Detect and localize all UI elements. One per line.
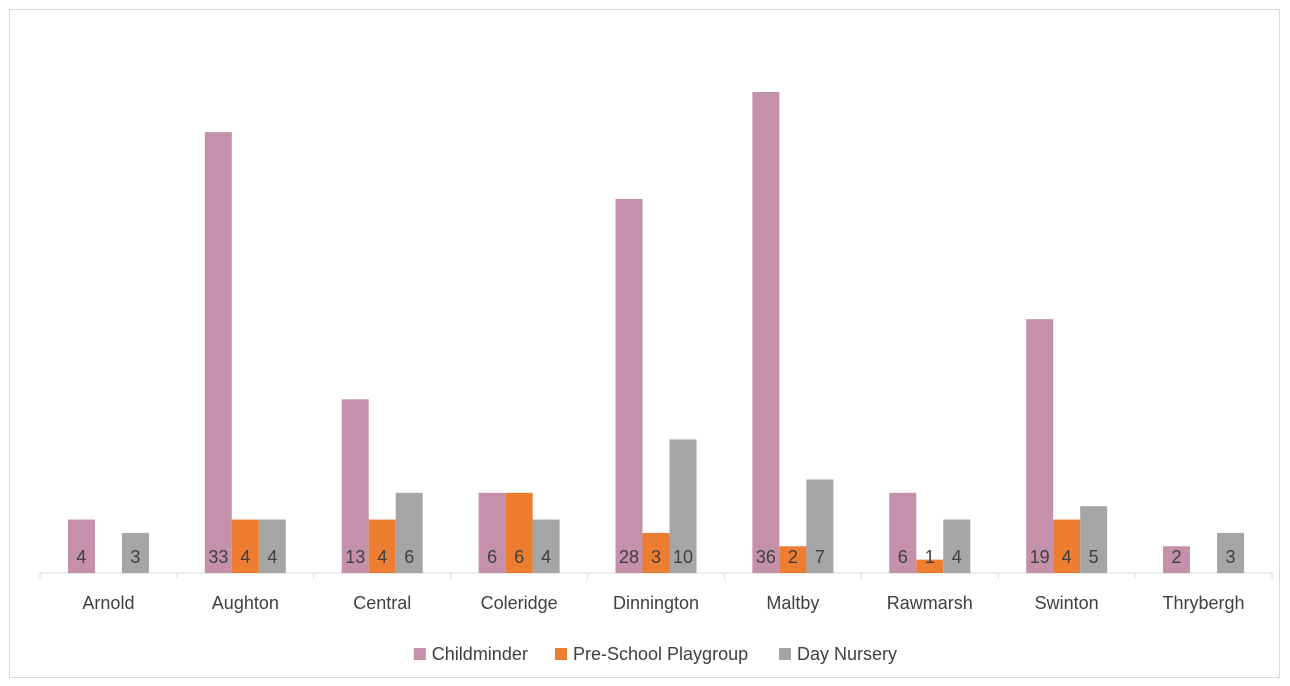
data-label-childminder-coleridge: 6	[487, 547, 497, 567]
data-label-childminder-swinton: 19	[1030, 547, 1050, 567]
bar-day-nursery-arnold	[121, 532, 149, 573]
bar-childminder-swinton	[1026, 319, 1054, 573]
bar-childminder-rawmarsh	[889, 492, 917, 573]
data-label-day-nursery-aughton: 4	[267, 547, 277, 567]
x-tick-label-rawmarsh: Rawmarsh	[887, 593, 973, 613]
data-label-day-nursery-coleridge: 4	[541, 547, 551, 567]
bar-pre-school-playgroup-dinnington	[642, 532, 670, 573]
data-label-pre-school-playgroup-aughton: 4	[240, 547, 250, 567]
x-tick-label-coleridge: Coleridge	[481, 593, 558, 613]
legend-swatch-pre-school-playgroup	[555, 648, 567, 660]
bar-pre-school-playgroup-aughton	[231, 519, 259, 573]
bar-pre-school-playgroup-maltby	[779, 546, 807, 573]
bar-childminder-central	[341, 399, 369, 573]
bar-pre-school-playgroup-central	[368, 519, 396, 573]
data-label-day-nursery-rawmarsh: 4	[952, 547, 962, 567]
data-label-day-nursery-central: 6	[404, 547, 414, 567]
data-label-childminder-rawmarsh: 6	[898, 547, 908, 567]
x-tick-label-maltby: Maltby	[766, 593, 819, 613]
legend-label-pre-school-playgroup: Pre-School Playgroup	[573, 644, 748, 664]
data-label-pre-school-playgroup-central: 4	[377, 547, 387, 567]
bar-day-nursery-thrybergh	[1217, 532, 1245, 573]
data-label-day-nursery-swinton: 5	[1089, 547, 1099, 567]
data-label-pre-school-playgroup-rawmarsh: 1	[925, 547, 935, 567]
legend-label-childminder: Childminder	[432, 644, 528, 664]
bar-childminder-thrybergh	[1163, 546, 1191, 573]
data-label-pre-school-playgroup-dinnington: 3	[651, 547, 661, 567]
data-label-childminder-maltby: 36	[756, 547, 776, 567]
data-label-day-nursery-thrybergh: 3	[1226, 547, 1236, 567]
bar-day-nursery-dinnington	[669, 439, 697, 573]
x-tick-label-dinnington: Dinnington	[613, 593, 699, 613]
bar-day-nursery-swinton	[1080, 506, 1108, 573]
bar-pre-school-playgroup-rawmarsh	[916, 559, 944, 573]
legend-label-day-nursery: Day Nursery	[797, 644, 897, 664]
x-tick-label-aughton: Aughton	[212, 593, 279, 613]
data-label-day-nursery-arnold: 3	[130, 547, 140, 567]
data-label-childminder-thrybergh: 2	[1172, 547, 1182, 567]
data-label-day-nursery-dinnington: 10	[673, 547, 693, 567]
bar-day-nursery-central	[395, 492, 423, 573]
bar-day-nursery-aughton	[258, 519, 286, 573]
bar-childminder-maltby	[752, 92, 780, 573]
bar-childminder-dinnington	[615, 198, 643, 574]
data-label-childminder-arnold: 4	[76, 547, 86, 567]
bar-childminder-arnold	[67, 519, 95, 573]
data-label-pre-school-playgroup-coleridge: 6	[514, 547, 524, 567]
bar-day-nursery-coleridge	[532, 519, 560, 573]
x-tick-label-swinton: Swinton	[1035, 593, 1099, 613]
data-label-pre-school-playgroup-swinton: 4	[1062, 547, 1072, 567]
data-label-childminder-central: 13	[345, 547, 365, 567]
legend-swatch-day-nursery	[779, 648, 791, 660]
bar-pre-school-playgroup-coleridge	[505, 492, 533, 573]
bar-day-nursery-maltby	[806, 479, 834, 573]
data-label-day-nursery-maltby: 7	[815, 547, 825, 567]
x-tick-label-thrybergh: Thrybergh	[1163, 593, 1245, 613]
data-label-pre-school-playgroup-maltby: 2	[788, 547, 798, 567]
legend-swatch-childminder	[413, 648, 426, 660]
bar-pre-school-playgroup-swinton	[1053, 519, 1081, 573]
x-tick-label-arnold: Arnold	[82, 593, 134, 613]
x-tick-label-central: Central	[353, 593, 411, 613]
bar-childminder-aughton	[204, 132, 232, 573]
data-label-childminder-aughton: 33	[208, 547, 228, 567]
bar-childminder-coleridge	[478, 492, 506, 573]
data-label-childminder-dinnington: 28	[619, 547, 639, 567]
bar-day-nursery-rawmarsh	[943, 519, 971, 573]
